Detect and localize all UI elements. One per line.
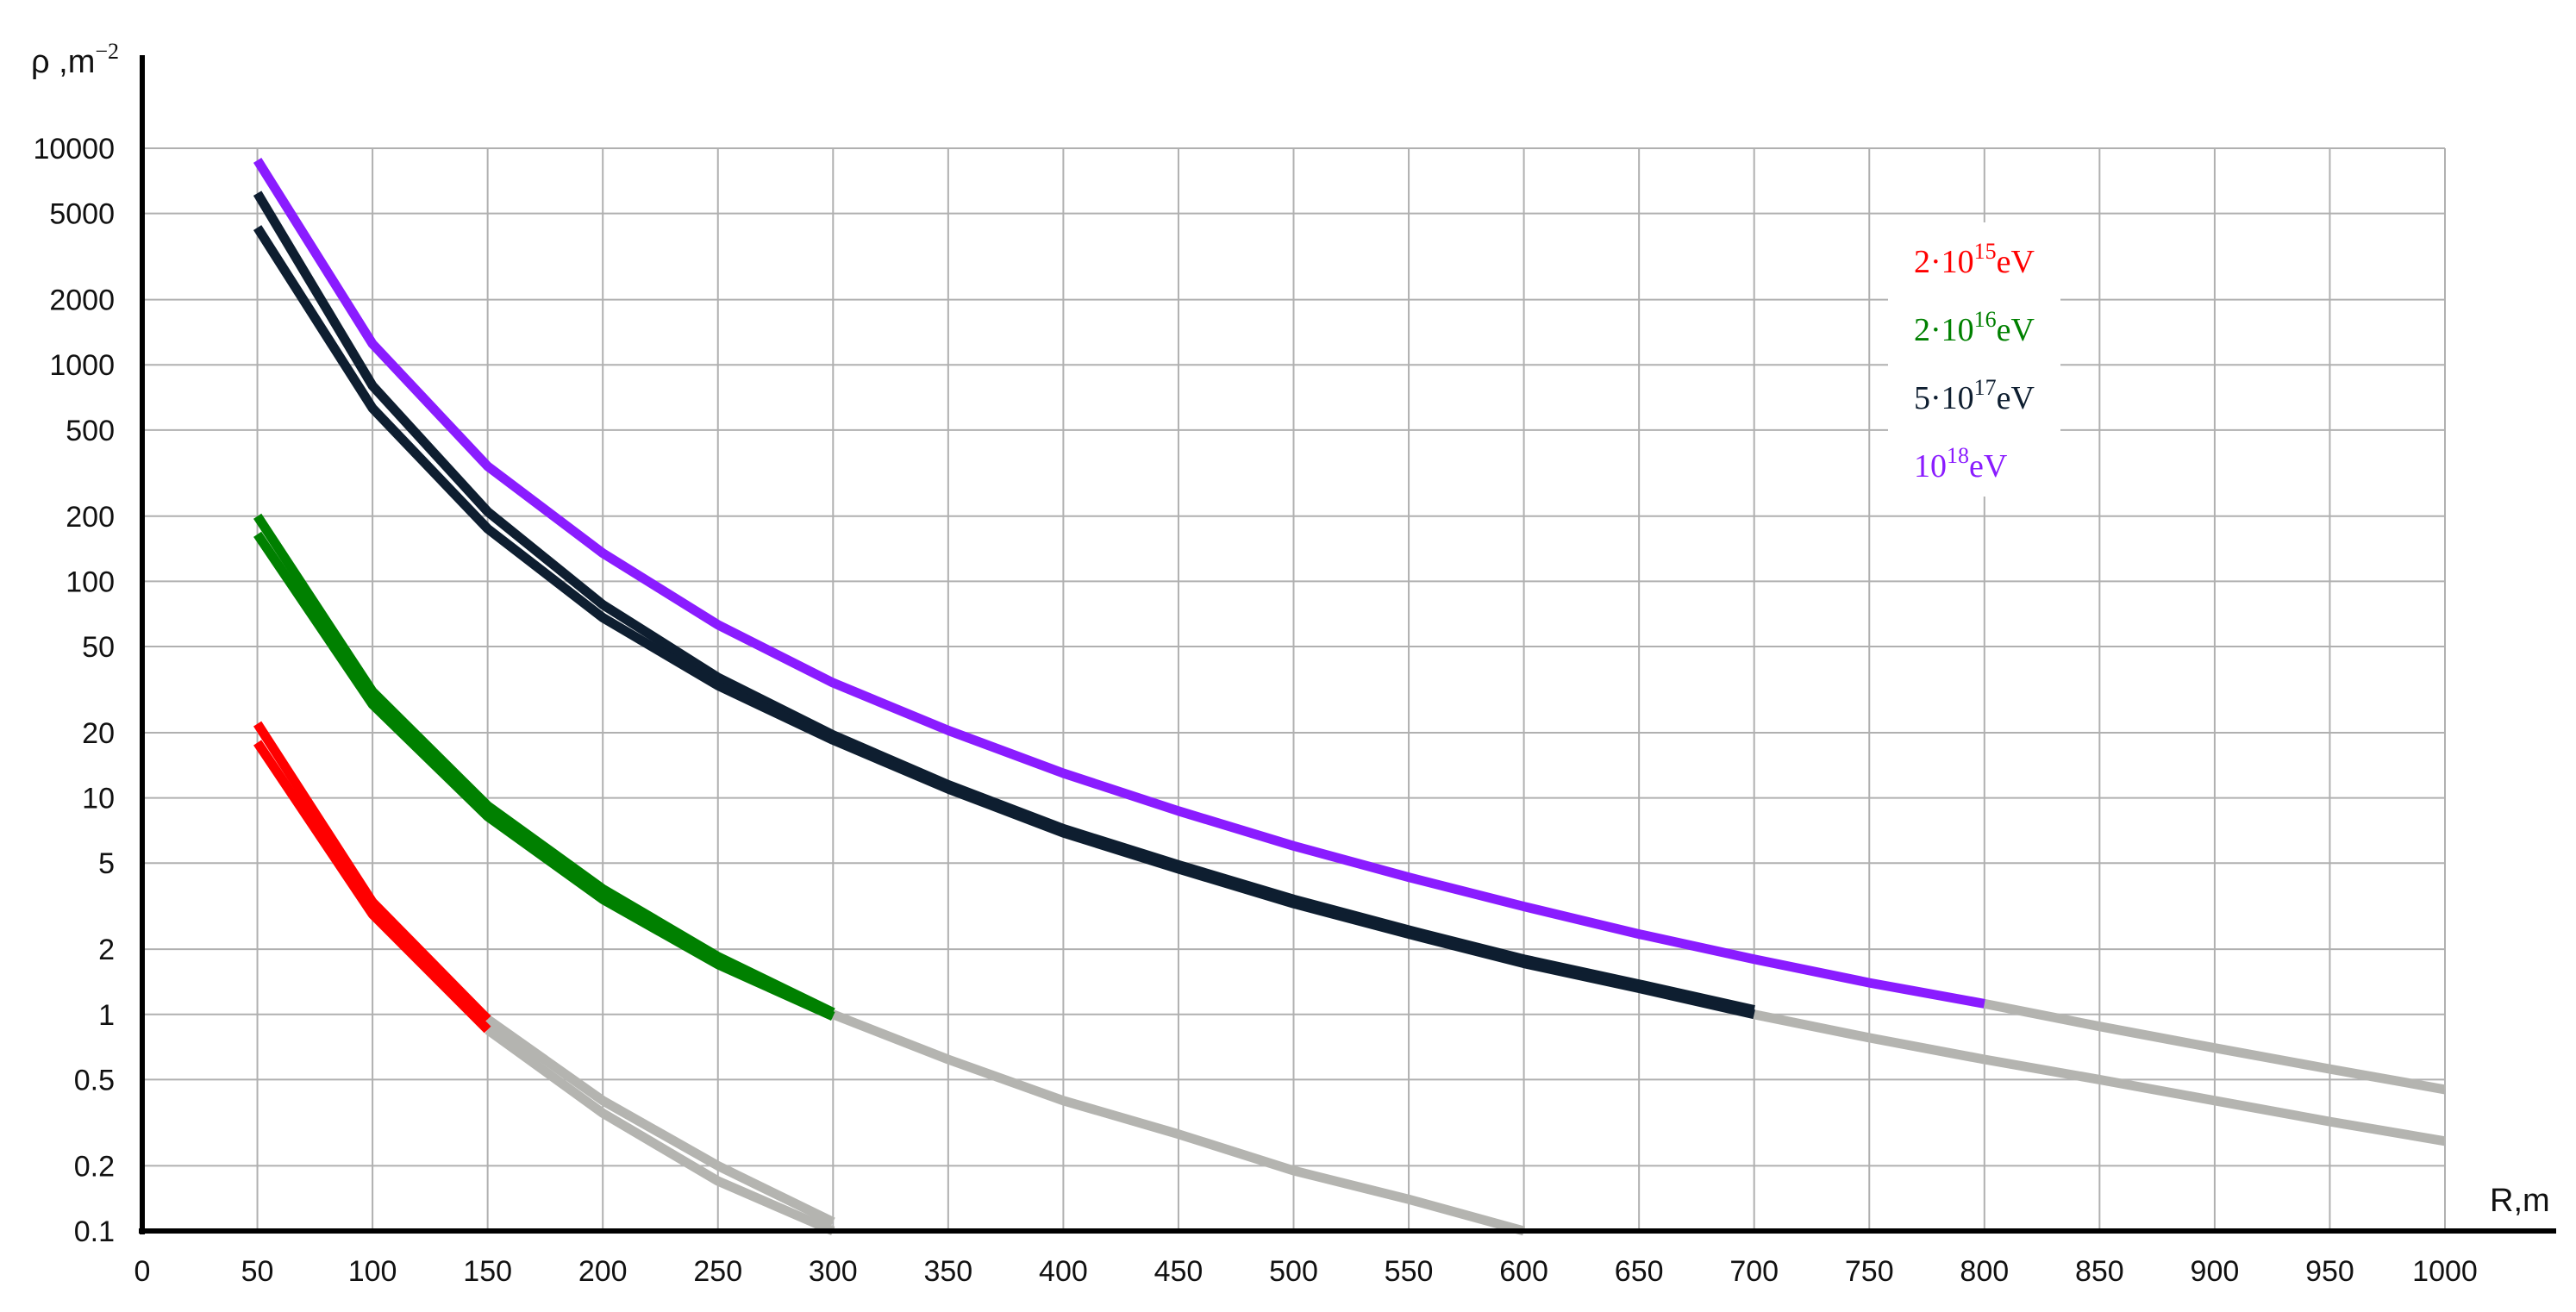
x-tick-label: 650 bbox=[1615, 1255, 1664, 1288]
y-tick-label: 50 bbox=[82, 631, 115, 664]
extrapolated-lines bbox=[485, 999, 2446, 1236]
x-tick-label: 0 bbox=[134, 1255, 151, 1288]
legend-entry: 2·1015eV bbox=[1914, 239, 2035, 280]
y-tick-label: 2 bbox=[98, 934, 115, 966]
y-tick-label: 1000 bbox=[49, 349, 115, 382]
x-tick-label: 550 bbox=[1385, 1255, 1434, 1288]
series-line bbox=[253, 191, 1755, 1015]
x-tick-label: 850 bbox=[2075, 1255, 2124, 1288]
x-tick-label: 300 bbox=[809, 1255, 858, 1288]
y-tick-labels: 0.1 0.2 0.5 1 2 5 10 20 50 100 200 500 1000 2000 5000 1… bbox=[33, 133, 115, 1248]
series-line bbox=[253, 157, 1985, 1009]
extrapolated-line bbox=[485, 1015, 835, 1227]
x-tick-label: 150 bbox=[463, 1255, 512, 1288]
series-line bbox=[253, 740, 491, 1034]
x-tick-label: 500 bbox=[1269, 1255, 1318, 1288]
y-tick-label: 5000 bbox=[49, 198, 115, 231]
extrapolated-line bbox=[831, 1009, 1526, 1236]
y-tick-label: 0.2 bbox=[74, 1150, 115, 1183]
y-tick-label: 0.5 bbox=[74, 1064, 115, 1096]
legend-box bbox=[1888, 222, 2060, 497]
x-tick-label: 400 bbox=[1039, 1255, 1088, 1288]
extrapolated-line bbox=[485, 1026, 835, 1236]
x-tick-label: 450 bbox=[1154, 1255, 1204, 1288]
y-tick-label: 2000 bbox=[49, 284, 115, 317]
axes bbox=[139, 55, 2556, 1234]
x-tick-label: 200 bbox=[578, 1255, 628, 1288]
x-tick-label: 600 bbox=[1499, 1255, 1548, 1288]
y-tick-label: 10000 bbox=[33, 133, 115, 166]
series-line bbox=[253, 225, 1755, 1020]
y-axis-title: ρ ,m−2 bbox=[31, 39, 119, 80]
y-tick-label: 20 bbox=[82, 717, 115, 750]
x-tick-label: 1000 bbox=[2412, 1255, 2478, 1288]
grid bbox=[142, 147, 2446, 1232]
x-tick-label: 950 bbox=[2305, 1255, 2354, 1288]
x-tick-labels: 0 50 100 150 200 250 300 350 400 450 500 550 600 650 7… bbox=[134, 1255, 2478, 1288]
x-axis-title: R,m bbox=[2490, 1183, 2550, 1219]
extrapolated-line bbox=[1983, 999, 2446, 1095]
legend: 2·1015eV 2·1016eV 5·1017eV 1018eV bbox=[1888, 222, 2060, 497]
series-line bbox=[253, 531, 835, 1021]
series-lines bbox=[253, 157, 1985, 1034]
series-line bbox=[253, 721, 491, 1023]
x-tick-label: 700 bbox=[1729, 1255, 1779, 1288]
x-tick-label: 900 bbox=[2191, 1255, 2240, 1288]
y-tick-label: 5 bbox=[98, 847, 115, 880]
x-tick-label: 350 bbox=[923, 1255, 972, 1288]
x-tick-label: 50 bbox=[241, 1255, 274, 1288]
y-tick-label: 200 bbox=[66, 501, 115, 534]
legend-entry: 2·1016eV bbox=[1914, 307, 2035, 348]
legend-entry: 5·1017eV bbox=[1914, 375, 2035, 416]
y-tick-label: 10 bbox=[82, 783, 115, 815]
x-tick-label: 750 bbox=[1845, 1255, 1894, 1288]
y-tick-label: 100 bbox=[66, 565, 115, 598]
y-tick-label: 500 bbox=[66, 415, 115, 447]
y-tick-label: 0.1 bbox=[74, 1215, 115, 1248]
x-tick-label: 250 bbox=[693, 1255, 742, 1288]
y-tick-label: 1 bbox=[98, 999, 115, 1032]
x-tick-label: 800 bbox=[1960, 1255, 2009, 1288]
x-tick-label: 100 bbox=[348, 1255, 397, 1288]
extrapolated-line bbox=[1753, 1009, 2446, 1146]
series-line bbox=[253, 513, 835, 1017]
legend-entry: 1018eV bbox=[1914, 443, 2008, 484]
